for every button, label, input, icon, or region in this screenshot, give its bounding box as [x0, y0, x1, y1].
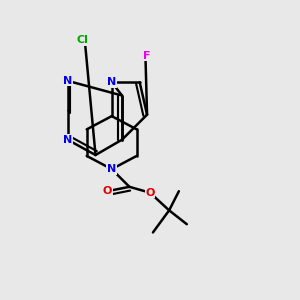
Text: F: F: [143, 51, 151, 61]
Text: N: N: [107, 77, 116, 87]
Text: N: N: [63, 135, 72, 145]
Text: O: O: [103, 186, 112, 196]
Text: N: N: [107, 164, 116, 174]
Text: N: N: [63, 76, 72, 86]
Text: O: O: [145, 188, 155, 198]
Text: Cl: Cl: [76, 35, 88, 46]
